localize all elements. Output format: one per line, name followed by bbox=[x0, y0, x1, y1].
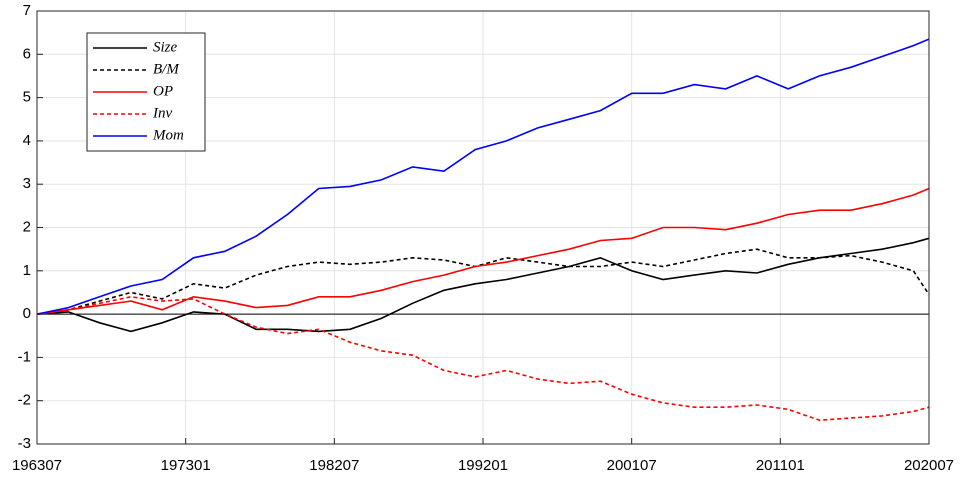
x-tick-label: 200107 bbox=[607, 457, 657, 474]
x-tick-label: 202007 bbox=[904, 457, 954, 474]
legend-label: Mom bbox=[152, 127, 184, 143]
y-tick-label: 0 bbox=[23, 305, 31, 322]
y-tick-label: 2 bbox=[23, 218, 31, 235]
y-tick-label: 3 bbox=[23, 175, 31, 192]
series-line bbox=[36, 187, 930, 315]
axes-box bbox=[36, 10, 930, 445]
y-tick-label: 6 bbox=[23, 45, 31, 62]
series-line bbox=[36, 38, 930, 315]
y-tick-label: 4 bbox=[23, 132, 31, 149]
x-tick-label: 196307 bbox=[12, 457, 62, 474]
series-line bbox=[36, 237, 930, 333]
x-tick-label: 197301 bbox=[161, 457, 211, 474]
series-line bbox=[36, 248, 930, 315]
y-tick-label: 5 bbox=[23, 89, 31, 106]
legend-label: Size bbox=[153, 39, 178, 55]
x-tick-label: 201101 bbox=[756, 457, 805, 474]
y-tick-label: -1 bbox=[18, 348, 31, 365]
y-tick-label: 1 bbox=[23, 262, 31, 279]
y-tick-label: -2 bbox=[18, 392, 31, 409]
series-line bbox=[36, 295, 930, 422]
legend-label: Inv bbox=[152, 105, 172, 121]
legend-label: OP bbox=[153, 83, 173, 99]
x-tick-label: 199201 bbox=[458, 457, 508, 474]
legend-label: B/M bbox=[153, 61, 180, 77]
x-tick-label: 198207 bbox=[309, 457, 359, 474]
y-tick-label: -3 bbox=[18, 435, 31, 452]
y-tick-label: 7 bbox=[23, 2, 31, 19]
